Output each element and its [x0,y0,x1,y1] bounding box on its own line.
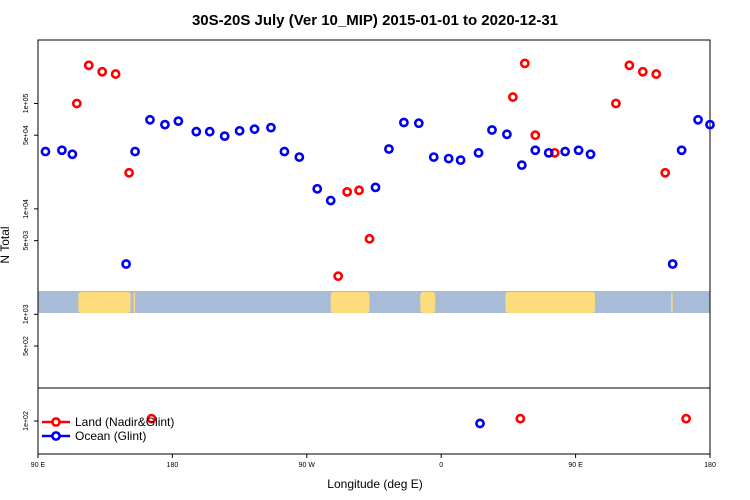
point-s1-7 [173,116,184,127]
point-s1-4 [130,146,140,157]
point-s0-11 [530,130,541,141]
point-s1-23 [443,153,454,164]
point-s1-15 [294,152,305,162]
point-s1-11 [234,125,245,136]
point-s1-34 [667,259,678,269]
point-s0-0 [71,98,82,109]
point-s0-6 [342,186,353,197]
upper-plot-frame [37,39,711,389]
x-tick-label-5: 180 [704,462,716,469]
chart-title: 30S-20S July (Ver 10_MIP) 2015-01-01 to … [192,12,558,29]
point-s0-4 [124,167,134,178]
point-s0-8 [364,233,375,244]
legend-label-1: Ocean (Glint) [75,429,146,443]
point-s1-22 [428,152,439,162]
point-s0-17 [660,167,671,178]
land-segment-1 [133,292,136,313]
point-s0-10 [519,58,530,69]
point-s1-0 [40,146,51,157]
point-s2-1 [515,413,526,424]
point-s1-17 [325,195,336,206]
point-s0-7 [354,185,364,196]
land-segment-0 [78,292,131,313]
point-s1-18 [370,182,381,193]
x-tick-label-4: 90 E [568,462,583,469]
y-upper-tick-label-2: 5e+03 [23,231,30,251]
legend-marker-1 [51,431,61,441]
data-points [40,58,715,429]
point-s1-1 [56,145,67,156]
point-s1-9 [204,126,215,137]
legend-label-0: Land (Nadir&Glint) [75,415,174,429]
point-s1-36 [693,114,703,125]
x-tick-label-1: 180 [167,462,179,469]
point-s0-3 [110,69,121,79]
ocean-band [38,291,710,313]
point-s0-9 [507,92,518,102]
point-s1-28 [516,160,527,171]
x-axis: 90 E 180 90 W 0 90 E 180 [31,454,716,469]
point-s1-13 [266,122,276,133]
point-s1-6 [160,119,170,130]
y-upper-tick-label-0: 5e+02 [23,336,30,356]
y-upper-tick-label-3: 1e+04 [23,199,30,219]
y-lower-tick-label-0: 1e+02 [23,411,30,431]
point-s2-2 [681,413,692,424]
point-s1-14 [279,146,290,157]
point-s1-35 [676,145,687,156]
point-s1-30 [543,147,554,158]
point-s0-2 [97,66,108,77]
y-axis-lower: 1e+02 [23,411,38,431]
point-s1-26 [487,125,497,135]
y-upper-tick-label-5: 1e+05 [23,94,30,114]
point-s3-0 [475,418,485,429]
land-segment-4 [505,292,596,313]
legend: Land (Nadir&Glint)Ocean (Glint) [42,415,174,443]
y-upper-tick-label-1: 1e+03 [23,304,30,324]
point-s0-1 [83,60,94,71]
y-axis-label: N Total [0,226,12,263]
point-s1-3 [121,259,132,269]
point-s1-37 [705,119,715,130]
point-s1-21 [413,118,424,129]
x-axis-label: Longitude (deg E) [327,477,422,491]
x-tick-label-2: 90 W [299,462,316,469]
point-s0-14 [624,60,635,71]
point-s0-16 [651,69,662,79]
point-s2-0 [146,413,157,424]
point-s1-31 [560,146,571,157]
point-s1-2 [67,149,78,160]
x-tick-label-3: 0 [439,462,443,469]
point-s1-25 [473,147,484,158]
point-s1-32 [573,145,584,156]
point-s1-24 [455,155,466,166]
x-tick-label-0: 90 E [31,462,46,469]
point-s1-29 [530,145,541,156]
point-s0-13 [611,98,621,109]
point-s1-19 [384,144,394,154]
point-s1-27 [502,129,512,140]
legend-marker-0 [51,417,61,427]
point-s1-5 [145,114,155,125]
point-s1-33 [585,149,596,160]
y-upper-tick-label-4: 5e+04 [23,125,30,145]
land-segment-2 [330,292,370,313]
land-segment-3 [420,292,436,313]
land-segment-5 [671,292,673,313]
point-s0-5 [333,271,344,282]
point-s0-15 [637,66,648,77]
point-s1-16 [312,183,323,194]
y-axis-upper: 5e+02 1e+03 5e+03 1e+04 5e+04 1e+05 [23,94,38,356]
point-s1-12 [249,124,260,135]
point-s1-8 [191,126,202,137]
point-s1-10 [219,131,230,142]
land-mask-strip [38,291,710,313]
point-s1-20 [398,117,409,128]
